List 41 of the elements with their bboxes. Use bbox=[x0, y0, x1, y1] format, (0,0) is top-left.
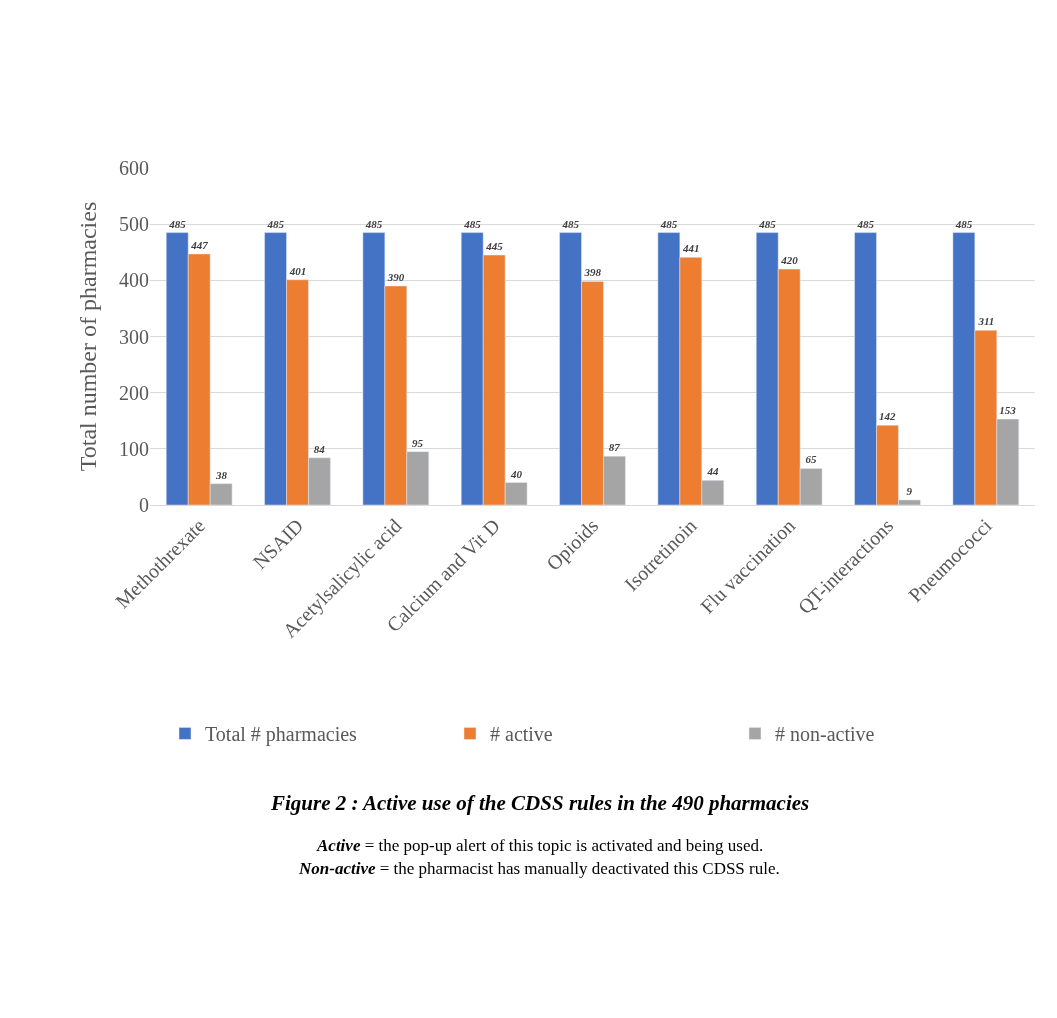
y-axis-title: Total number of pharmacies bbox=[75, 201, 102, 472]
legend-label: # non-active bbox=[775, 723, 875, 746]
legend-label: Total # pharmacies bbox=[205, 723, 358, 747]
data-label: 95 bbox=[412, 436, 424, 449]
data-label: 311 bbox=[977, 315, 995, 328]
data-label: 40 bbox=[509, 467, 523, 480]
data-label: 485 bbox=[463, 217, 482, 230]
data-label: 38 bbox=[214, 468, 228, 481]
data-label: 445 bbox=[485, 240, 504, 253]
text: Figure 2 : Active use of the CDSS rules in the 490 pharmacies bbox=[270, 791, 810, 815]
text: Non-active = the pharmacist has manually deactivated this CDSS rule. bbox=[298, 859, 780, 878]
data-label: 390 bbox=[386, 270, 405, 283]
data-label: 485 bbox=[659, 217, 678, 230]
data-label: 401 bbox=[288, 264, 307, 277]
data-label: 485 bbox=[168, 217, 187, 230]
data-label: 84 bbox=[313, 442, 326, 455]
data-label: 44 bbox=[706, 465, 720, 478]
y-tick-label: 400 bbox=[119, 269, 149, 292]
data-label: 9 bbox=[906, 484, 913, 497]
data-label: 398 bbox=[583, 266, 602, 279]
data-label: 441 bbox=[682, 242, 700, 255]
data-label: 420 bbox=[780, 254, 799, 267]
data-label: 485 bbox=[856, 217, 875, 230]
y-tick-label: 200 bbox=[119, 381, 149, 404]
data-label: 485 bbox=[364, 217, 383, 230]
data-label: 447 bbox=[190, 238, 209, 251]
data-label: 485 bbox=[266, 217, 285, 230]
data-label: 65 bbox=[805, 453, 817, 466]
legend-label: # active bbox=[490, 723, 553, 746]
y-tick-label: 100 bbox=[119, 437, 149, 460]
y-tick-label: 300 bbox=[119, 325, 149, 348]
data-label: 87 bbox=[608, 441, 621, 454]
y-tick-label: 0 bbox=[139, 494, 149, 516]
data-label: 142 bbox=[879, 410, 896, 423]
data-label: 485 bbox=[561, 217, 580, 230]
text: Active = the pop-up alert of this topic is activated and being used. bbox=[316, 836, 764, 855]
data-label: 485 bbox=[954, 217, 973, 230]
y-tick-label: 600 bbox=[119, 157, 149, 179]
data-label: 153 bbox=[999, 404, 1017, 417]
data-label: 485 bbox=[758, 217, 777, 230]
y-tick-label: 500 bbox=[119, 213, 149, 236]
